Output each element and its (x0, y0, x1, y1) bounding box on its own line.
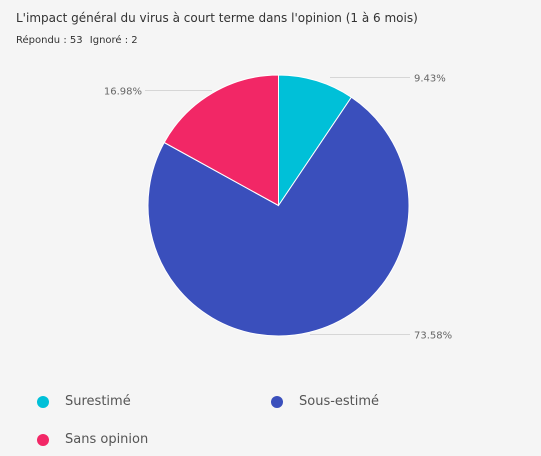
legend-item-surestime[interactable]: Surestimé (37, 394, 131, 409)
response-stats: Répondu : 53 Ignoré : 2 (16, 35, 138, 46)
legend-item-sans-opinion[interactable]: Sans opinion (37, 432, 148, 447)
ignored-count: Ignoré : 2 (89, 35, 138, 46)
data-label-0: 9.43% (414, 74, 446, 85)
legend-item-sous-estime[interactable]: Sous-estimé (271, 394, 379, 409)
legend-label-sous-estime: Sous-estimé (299, 394, 380, 409)
chart-title: L'impact général du virus à court terme … (16, 11, 418, 25)
legend-label-sans-opinion: Sans opinion (65, 432, 149, 447)
pie-slice-0[interactable] (278, 74, 353, 208)
pie-chart: 9.43% 73.58% 16.98% (104, 74, 452, 342)
data-label-1: 73.58% (414, 331, 452, 342)
legend-marker-sous-estime (271, 395, 283, 408)
legend-label-surestime: Surestimé (65, 394, 131, 409)
pie-slice-1[interactable] (147, 96, 410, 337)
legend-marker-sans-opinion (37, 433, 49, 446)
legend-marker-surestime (37, 395, 49, 408)
data-label-2: 16.98% (104, 87, 142, 98)
answered-count: Répondu : 53 (16, 35, 83, 46)
pie-slice-2[interactable] (163, 74, 279, 207)
